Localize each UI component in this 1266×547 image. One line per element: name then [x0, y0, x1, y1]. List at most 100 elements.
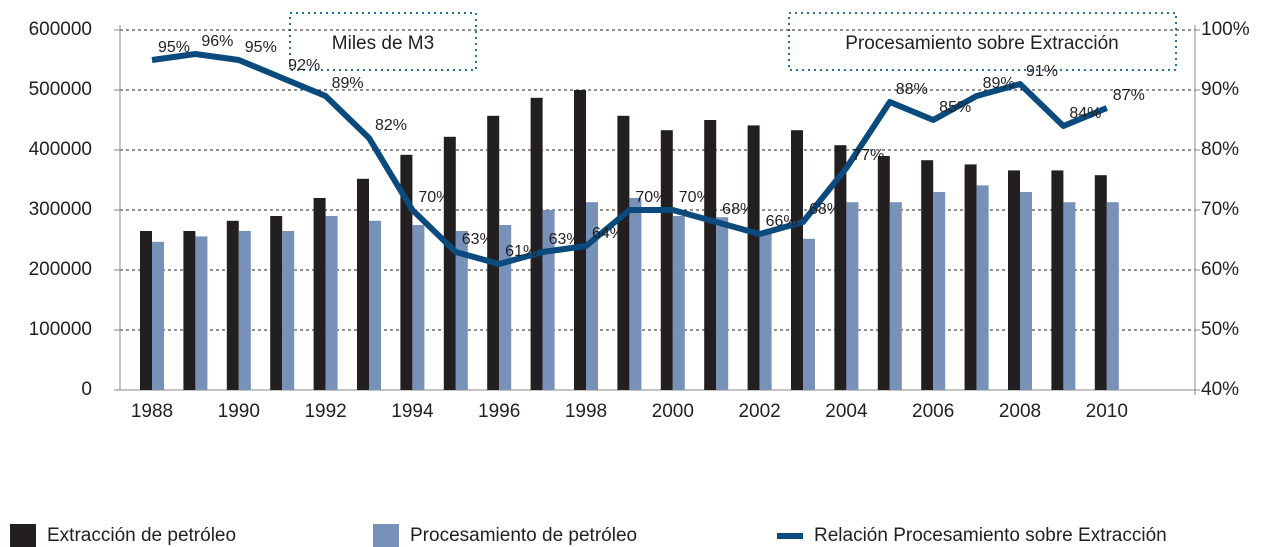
x-tick-label: 2004: [825, 401, 868, 422]
bar: [270, 216, 283, 390]
data-label: 66%: [766, 213, 798, 230]
bar: [889, 202, 902, 390]
data-label: 92%: [288, 57, 320, 74]
data-label: 68%: [722, 201, 754, 218]
y-tick-label: 0: [81, 379, 92, 400]
data-label: 91%: [1026, 63, 1058, 80]
x-tick-label: 1998: [565, 401, 607, 422]
bar: [586, 202, 598, 390]
bar: [803, 238, 815, 390]
data-label: 89%: [332, 75, 364, 92]
bar: [140, 231, 152, 390]
annotation: Procesamiento sobre Extracción: [845, 33, 1119, 54]
bar: [704, 120, 717, 390]
annotation-box: [289, 12, 477, 71]
bar: [238, 231, 251, 390]
bar: [357, 178, 369, 390]
y2-tick-label: 100%: [1201, 19, 1250, 40]
bar: [455, 231, 468, 390]
legend-swatch: [373, 524, 399, 547]
y2-tick-label: 60%: [1201, 259, 1239, 280]
bar: [964, 164, 977, 390]
bar: [617, 115, 630, 391]
y-tick-label: 400000: [29, 139, 92, 160]
bar: [400, 154, 413, 390]
data-label: 95%: [245, 39, 277, 56]
y-tick-label: 200000: [29, 259, 92, 280]
bar: [313, 198, 326, 390]
bar: [487, 115, 500, 391]
y-tick-label: 500000: [29, 79, 92, 100]
bar: [574, 90, 586, 390]
bar: [1020, 192, 1032, 390]
legend-label: Relación Procesamiento sobre Extracción: [814, 525, 1167, 546]
bar: [226, 220, 239, 390]
bar: [412, 225, 425, 390]
data-label: 95%: [158, 39, 190, 56]
bar: [976, 185, 989, 390]
bar: [542, 210, 555, 390]
x-tick-label: 2002: [738, 401, 780, 422]
bar: [921, 160, 934, 390]
legend-swatch: [777, 533, 803, 539]
data-label: 85%: [939, 99, 971, 116]
data-label: 84%: [1069, 105, 1101, 122]
data-label: 88%: [896, 81, 928, 98]
x-tick-label: 2008: [999, 401, 1041, 422]
annotation: Miles de M3: [332, 33, 434, 54]
data-label: 89%: [983, 75, 1015, 92]
annotation-box: [788, 12, 1177, 71]
legend-swatch: [10, 524, 36, 547]
bar: [759, 232, 772, 390]
legend-label: Procesamiento de petróleo: [410, 525, 637, 546]
bar: [629, 198, 642, 390]
bar: [282, 231, 295, 390]
bar: [877, 156, 890, 390]
bar: [195, 236, 208, 390]
bar: [1008, 170, 1020, 390]
y-tick-label: 600000: [29, 19, 92, 40]
bar: [325, 216, 338, 390]
data-label: 82%: [375, 117, 407, 134]
bar: [1051, 170, 1064, 390]
data-label: 87%: [1113, 87, 1145, 104]
data-label: 64%: [592, 225, 624, 242]
x-tick-label: 1992: [304, 401, 346, 422]
bar: [933, 192, 946, 390]
bar: [443, 136, 456, 390]
data-label: 68%: [809, 201, 841, 218]
data-label: 70%: [635, 189, 667, 206]
bar: [834, 145, 847, 390]
bar: [152, 241, 164, 390]
x-tick-label: 2006: [912, 401, 954, 422]
y2-tick-label: 70%: [1201, 199, 1239, 220]
x-tick-label: 1996: [478, 401, 520, 422]
x-tick-label: 2000: [652, 401, 694, 422]
bar: [716, 217, 729, 390]
bar: [747, 125, 760, 391]
bar: [791, 130, 803, 390]
x-tick-label: 1990: [218, 401, 260, 422]
x-tick-label: 1988: [131, 401, 173, 422]
bar: [1063, 202, 1076, 390]
x-tick-label: 1994: [391, 401, 434, 422]
x-tick-label: 2010: [1086, 401, 1128, 422]
data-label: 77%: [852, 147, 884, 164]
y2-tick-label: 50%: [1201, 319, 1239, 340]
line: [151, 51, 1108, 267]
data-label: 70%: [679, 189, 711, 206]
bar: [1106, 202, 1119, 390]
data-label: 96%: [201, 33, 233, 50]
bar: [530, 97, 543, 391]
bar: [672, 216, 685, 390]
data-label: 70%: [418, 189, 450, 206]
y-tick-label: 100000: [29, 319, 92, 340]
y2-tick-label: 90%: [1201, 79, 1239, 100]
bar: [846, 202, 859, 390]
bar: [369, 220, 381, 390]
data-label: 63%: [462, 231, 494, 248]
y2-tick-label: 40%: [1201, 379, 1239, 400]
data-label: 63%: [549, 231, 581, 248]
y2-tick-label: 80%: [1201, 139, 1239, 160]
